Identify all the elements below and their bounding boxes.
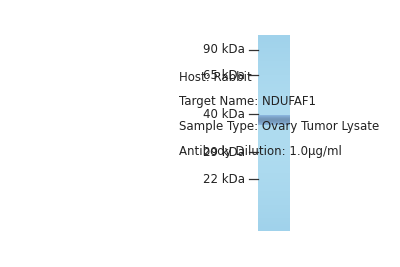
Text: Sample Type: Ovary Tumor Lysate: Sample Type: Ovary Tumor Lysate <box>179 120 379 133</box>
Text: Antibody Dilution: 1.0µg/ml: Antibody Dilution: 1.0µg/ml <box>179 145 342 158</box>
Text: 29 kDa: 29 kDa <box>203 146 245 159</box>
Text: 65 kDa: 65 kDa <box>204 69 245 82</box>
Text: 40 kDa: 40 kDa <box>204 108 245 121</box>
Text: 90 kDa: 90 kDa <box>204 43 245 56</box>
Text: Host: Rabbit: Host: Rabbit <box>179 71 252 84</box>
Text: 22 kDa: 22 kDa <box>203 172 245 186</box>
Text: Target Name: NDUFAF1: Target Name: NDUFAF1 <box>179 95 316 108</box>
